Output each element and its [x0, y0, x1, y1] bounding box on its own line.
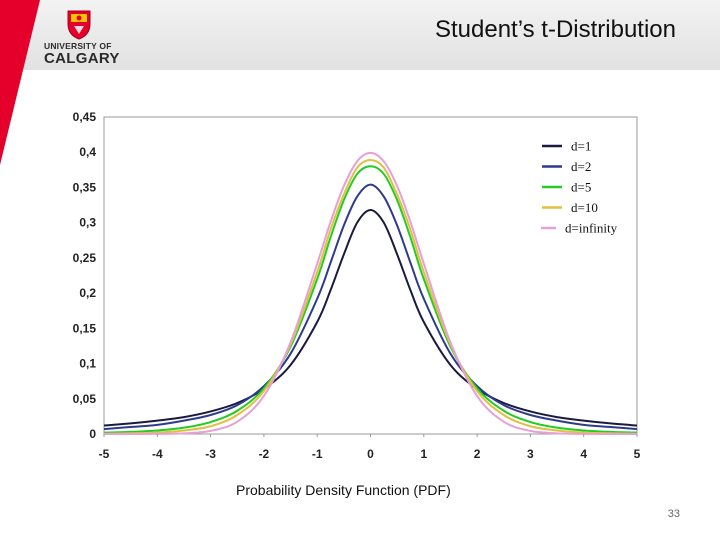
chart-axes: -5 -4 -3 -2 -1 0 1 2 3 4 5 0 0,05 0,1 0,15 0,2 0,25 0,3 0,… — [73, 110, 641, 461]
red-accent-stripe — [0, 0, 40, 165]
y-tick-label: 0 — [89, 427, 96, 441]
series-line-1 — [103, 183, 638, 431]
series-line-0 — [103, 208, 638, 427]
x-tick-label: -4 — [152, 447, 163, 461]
legend-label-1: d=2 — [571, 159, 591, 174]
legend-label-4: d=infinity — [565, 221, 618, 236]
y-tick-label: 0,35 — [73, 180, 97, 194]
chart-caption: Probability Density Function (PDF) — [236, 482, 451, 498]
y-tick-label: 0,1 — [79, 357, 96, 371]
y-tick-label: 0,3 — [79, 216, 96, 230]
series-curves — [103, 151, 638, 435]
x-tick-label: 0 — [367, 447, 374, 461]
x-tick-label: -3 — [205, 447, 216, 461]
university-crest-icon — [67, 10, 91, 40]
x-tick-label: 3 — [527, 447, 534, 461]
y-tick-label: 0,25 — [73, 251, 97, 265]
x-tick-label: 4 — [580, 447, 587, 461]
x-tick-label: -5 — [99, 447, 110, 461]
legend-label-2: d=5 — [571, 180, 591, 195]
x-tick-label: -2 — [259, 447, 270, 461]
logo-calgary: CALGARY — [44, 50, 120, 67]
chart-legend: d=1 d=2 d=5 d=10 d=infinity — [536, 134, 635, 242]
slide-header — [0, 0, 720, 70]
y-tick-label: 0,05 — [73, 392, 97, 406]
series-line-2 — [103, 165, 638, 434]
x-tick-label: -1 — [312, 447, 323, 461]
series-line-3 — [103, 158, 638, 435]
legend-label-0: d=1 — [571, 139, 591, 154]
logo-university-of: UNIVERSITY OF — [44, 41, 112, 51]
series-line-4 — [103, 151, 638, 435]
y-tick-label: 0,15 — [73, 321, 97, 335]
x-tick-label: 5 — [634, 447, 641, 461]
slide-title: Student’s t-Distribution — [434, 16, 676, 43]
x-tick-label: 2 — [474, 447, 481, 461]
x-tick-label: 1 — [420, 447, 427, 461]
university-logo: UNIVERSITY OF CALGARY — [44, 8, 124, 67]
legend-label-3: d=10 — [571, 200, 598, 215]
y-tick-label: 0,2 — [79, 286, 96, 300]
y-tick-label: 0,45 — [73, 110, 97, 124]
y-tick-label: 0,4 — [79, 145, 96, 159]
page-number: 33 — [667, 508, 680, 520]
